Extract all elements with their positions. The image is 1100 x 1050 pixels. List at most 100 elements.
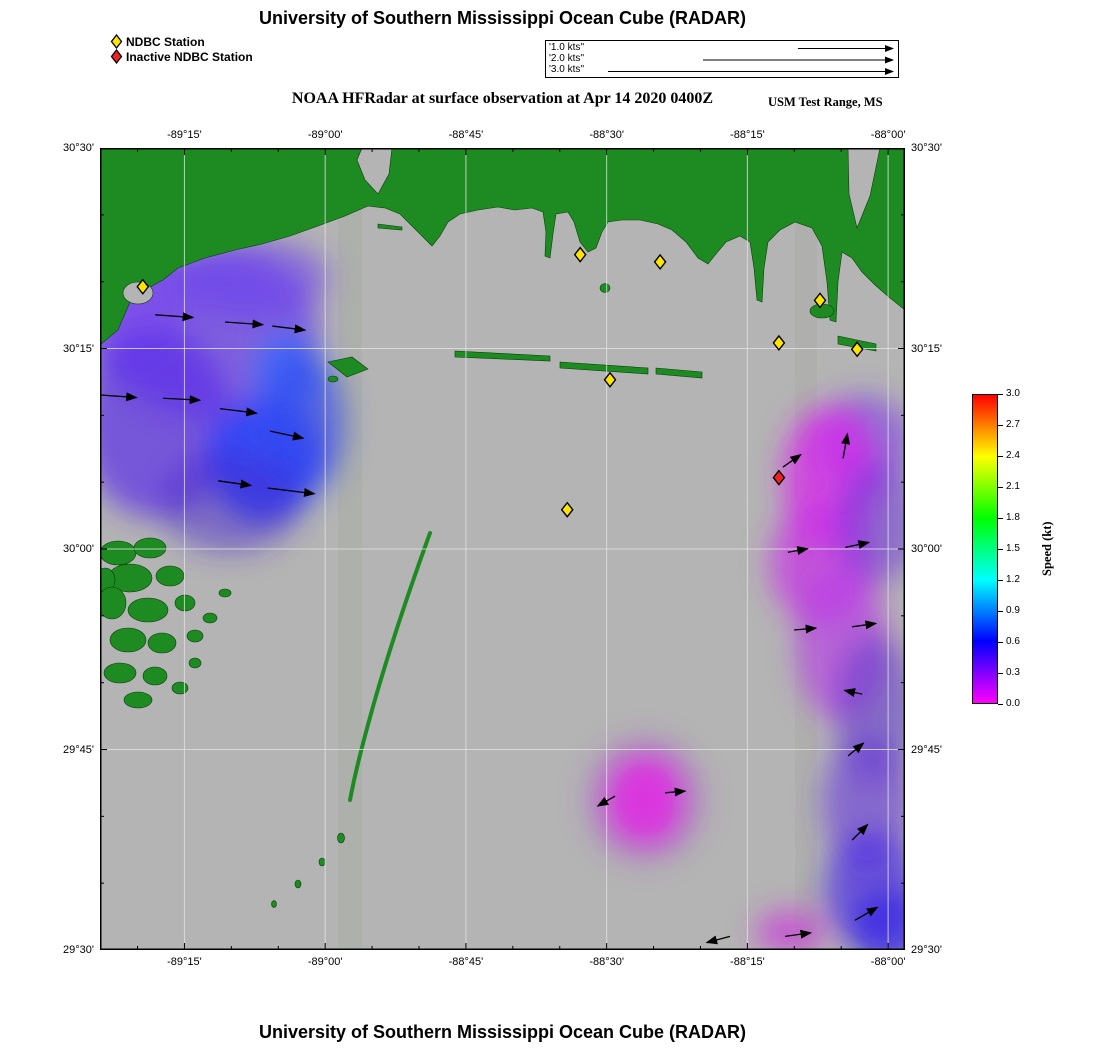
- colorbar-tick: [998, 703, 1003, 705]
- axis-tick-label: 30°15': [911, 342, 942, 355]
- current-vector: [155, 312, 195, 322]
- current-vector: [269, 430, 305, 441]
- axis-tick-label: -88°00': [870, 956, 906, 968]
- chandeleur-islands: [348, 531, 432, 802]
- current-vector: [219, 407, 258, 417]
- deer-island: [377, 223, 403, 231]
- axis-tick-label: -88°45': [448, 956, 484, 968]
- colorbar-tick-label: 2.4: [1006, 450, 1020, 461]
- current-vector: [272, 324, 307, 334]
- colorbar-title: Speed (kt): [1040, 521, 1054, 577]
- colorbar-tick: [998, 672, 1003, 674]
- axis-tick-label: -89°15': [167, 129, 202, 141]
- axis-tick-label: -88°15': [730, 129, 765, 141]
- legend-item-active: NDBC Station: [110, 34, 253, 49]
- current-vector: [596, 795, 616, 807]
- current-vector: [841, 432, 851, 459]
- colorbar-tick-label: 2.1: [1006, 481, 1020, 492]
- colorbar-tick: [998, 610, 1003, 612]
- ndbc-legend: NDBC Station Inactive NDBC Station: [110, 34, 253, 64]
- ndbc-station-icon: [560, 501, 574, 518]
- axis-tick-label: 29°30': [911, 944, 942, 956]
- ndbc-station-icon: [772, 334, 786, 352]
- current-vector: [787, 546, 809, 556]
- ndbc-station-icon: [813, 292, 827, 309]
- horn-island: [559, 361, 649, 375]
- axis-tick-label: -88°30': [589, 956, 624, 968]
- current-speed-field: [65, 238, 930, 970]
- current-vector: [665, 787, 687, 797]
- velocity-scale-box: '1.0 kts'' '2.0 kts'' '3.0 kts'': [545, 40, 899, 78]
- colorbar-tick: [998, 641, 1003, 643]
- current-vector: [100, 392, 138, 402]
- scale-arrows: [608, 45, 894, 75]
- ndbc-station-icon: [603, 371, 617, 388]
- current-vectors-layer: [100, 312, 879, 945]
- colorbar-tick: [998, 393, 1003, 395]
- footer-title: University of Southern Mississippi Ocean…: [258, 1022, 747, 1042]
- colorbar-tick-label: 1.8: [1006, 512, 1020, 523]
- colorbar-tick-label: 0.0: [1006, 698, 1020, 709]
- axis-tick-label: 29°45': [63, 743, 94, 756]
- mainland: [99, 147, 906, 346]
- ndbc-station-icon: [136, 278, 150, 295]
- current-vector: [847, 742, 865, 757]
- current-vector: [163, 395, 202, 405]
- ndbc-station-icon: [573, 246, 587, 263]
- colorbar-tick-label: 0.9: [1006, 605, 1020, 616]
- stations-layer: [136, 246, 864, 518]
- colorbar-tick-label: 0.3: [1006, 667, 1020, 678]
- axis-tick-label: -89°00': [307, 956, 343, 968]
- round-island: [599, 283, 611, 293]
- colorbar-gradient: [973, 395, 997, 703]
- legend-item-inactive: Inactive NDBC Station: [110, 49, 253, 64]
- colorbar-tick: [998, 486, 1003, 488]
- petit-bois-island: [655, 367, 703, 379]
- colorbar-tick: [998, 455, 1003, 457]
- axis-tick-label: 30°30': [911, 142, 942, 154]
- axis-tick-label: -88°30': [589, 129, 624, 141]
- point-aux-pins: [809, 303, 835, 319]
- colorbar-tick: [998, 517, 1003, 519]
- inactive-ndbc-station-icon: [772, 469, 786, 486]
- inactive-ndbc-station-icon: [110, 49, 123, 64]
- current-vector: [785, 929, 813, 939]
- ndbc-station-icon: [653, 253, 667, 271]
- legend-label-active: NDBC Station: [126, 34, 205, 49]
- current-vector: [851, 620, 878, 630]
- axis-tick-label: -89°15': [167, 956, 202, 968]
- current-vector: [782, 453, 802, 468]
- current-vector: [854, 906, 879, 921]
- colorbar: [972, 394, 998, 704]
- axis-tick-label: -88°00': [870, 129, 906, 141]
- current-vector: [705, 935, 731, 945]
- map-subtitle: NOAA HFRadar at surface observation at A…: [291, 90, 714, 107]
- ship-island: [454, 350, 551, 362]
- colorbar-tick-label: 3.0: [1006, 388, 1020, 399]
- map-frame: [100, 148, 905, 950]
- current-vector: [267, 487, 316, 498]
- axis-tick-label: -88°15': [730, 956, 765, 968]
- map-canvas: [65, 147, 930, 970]
- colorbar-tick-label: 1.5: [1006, 543, 1020, 554]
- axis-tick-label: -88°45': [448, 129, 484, 141]
- colorbar-tick-label: 0.6: [1006, 636, 1020, 647]
- current-vector: [794, 624, 818, 634]
- colorbar-tick: [998, 548, 1003, 550]
- map: [65, 147, 930, 970]
- current-vector: [851, 823, 869, 841]
- current-vector: [224, 319, 265, 329]
- axis-tick-label: 30°15': [63, 342, 94, 355]
- current-vector: [218, 479, 253, 489]
- current-vector: [845, 540, 871, 550]
- cat-island: [327, 356, 369, 378]
- ndbc-station-icon: [110, 34, 123, 49]
- axis-tick-label: 30°30': [63, 142, 94, 154]
- colorbar-tick-label: 2.7: [1006, 419, 1020, 430]
- scale-label-2: '2.0 kts'': [549, 53, 585, 64]
- current-vector: [843, 688, 863, 698]
- axis-tick-label: 29°30': [63, 944, 94, 956]
- axis-tick-label: -89°00': [307, 129, 343, 141]
- axis-tick-label: 30°00': [911, 543, 942, 555]
- colorbar-tick-label: 1.2: [1006, 574, 1020, 585]
